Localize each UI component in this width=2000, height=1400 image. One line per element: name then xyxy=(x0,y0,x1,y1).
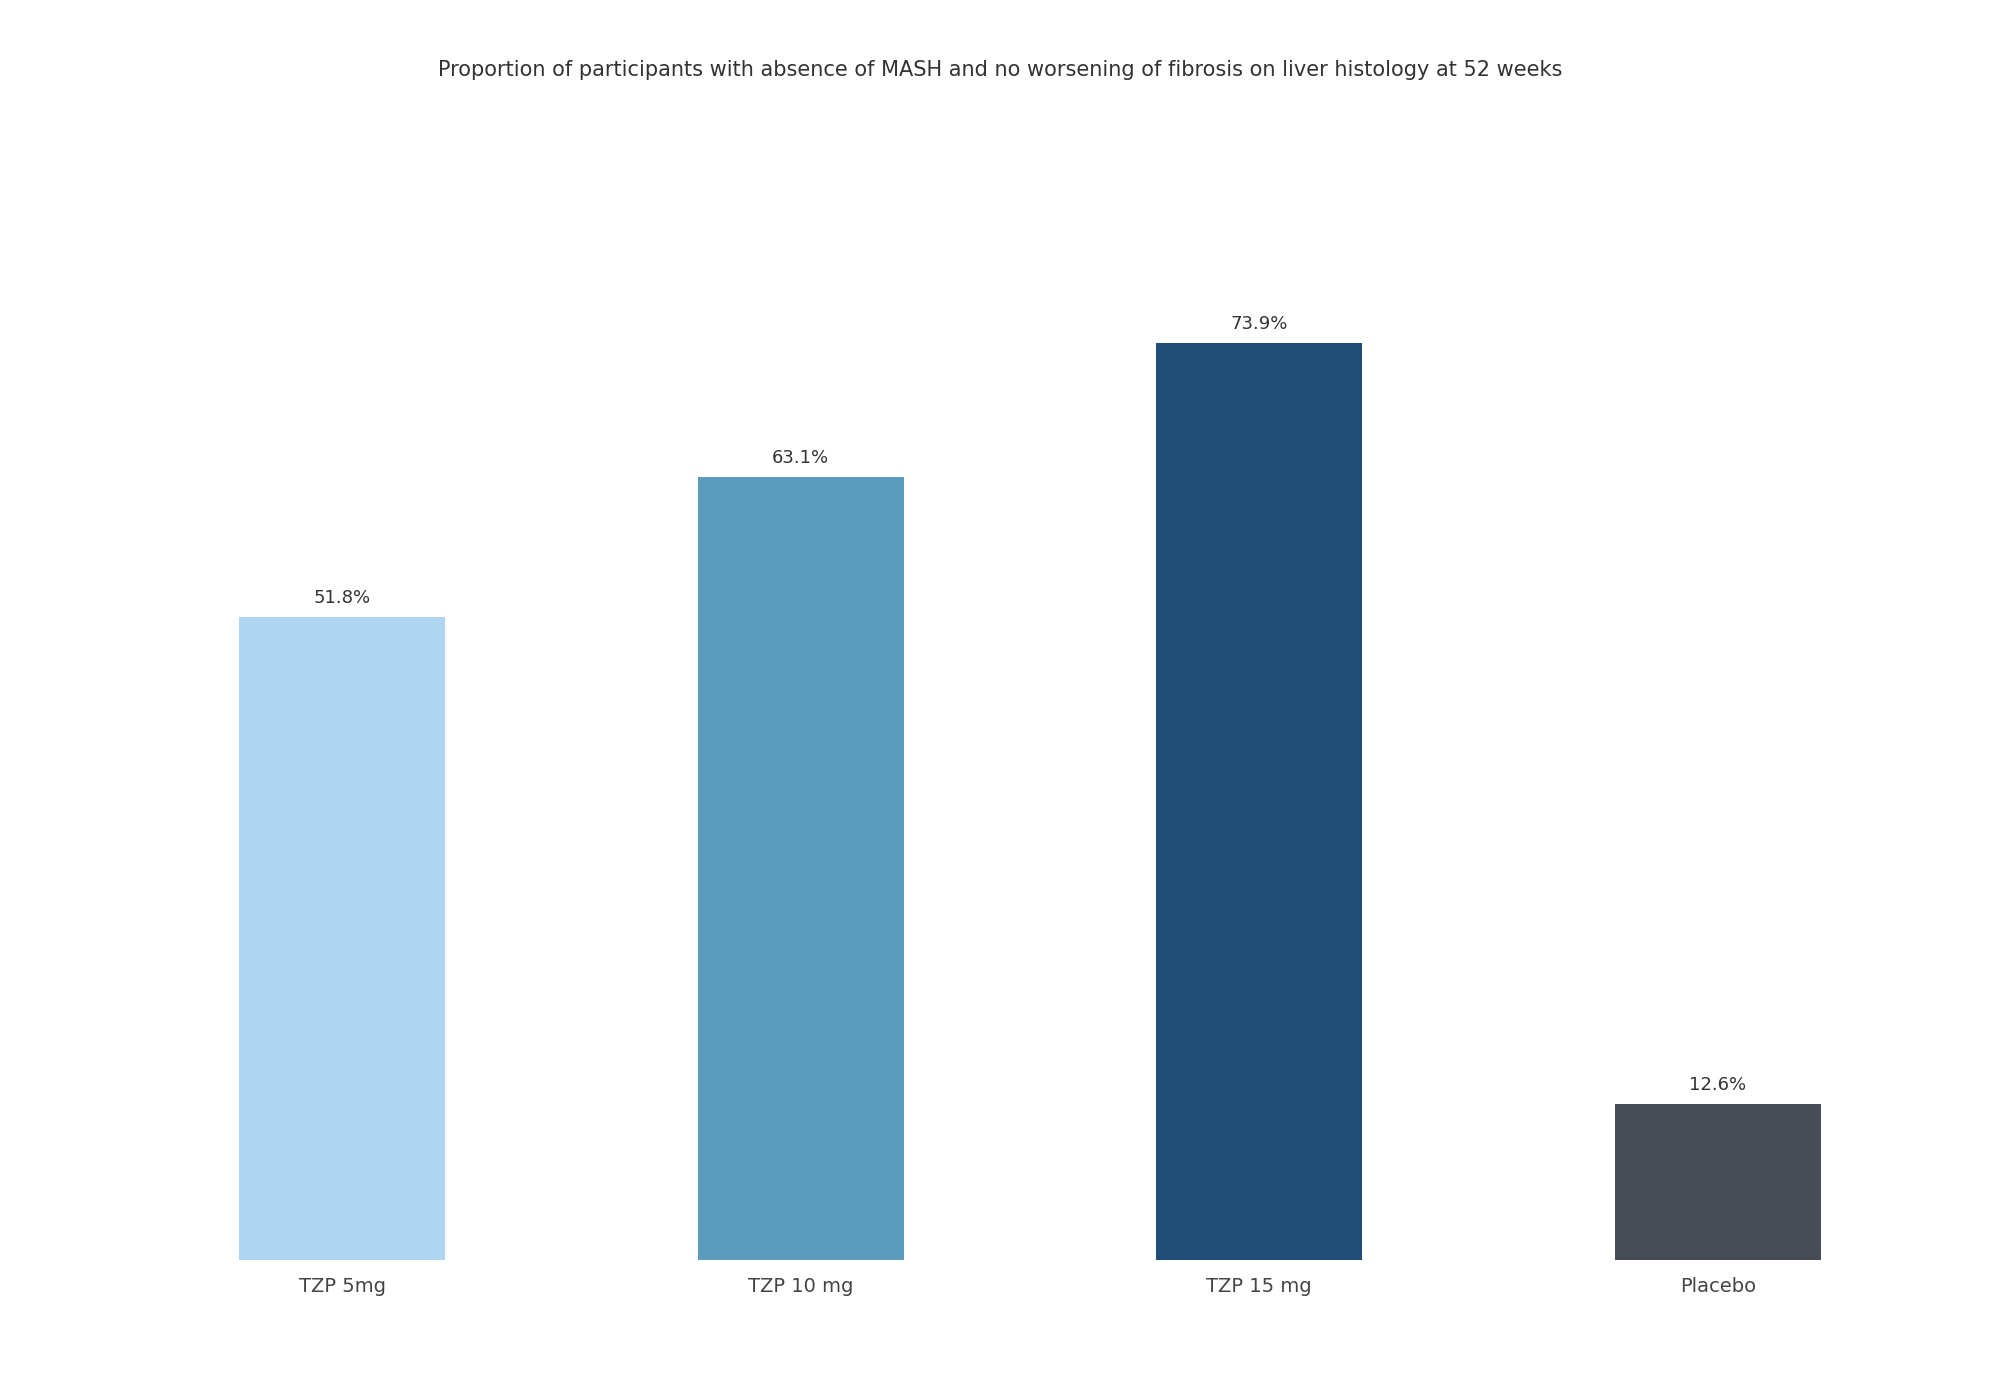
Text: 12.6%: 12.6% xyxy=(1690,1075,1746,1093)
Text: 73.9%: 73.9% xyxy=(1230,315,1288,333)
Text: 63.1%: 63.1% xyxy=(772,449,830,468)
Bar xyxy=(1614,1103,1820,1260)
Text: 51.8%: 51.8% xyxy=(314,589,370,608)
Bar xyxy=(1156,343,1362,1260)
Bar xyxy=(240,617,446,1260)
Text: Proportion of participants with absence of MASH and no worsening of fibrosis on : Proportion of participants with absence … xyxy=(438,60,1562,80)
Bar xyxy=(698,477,904,1260)
